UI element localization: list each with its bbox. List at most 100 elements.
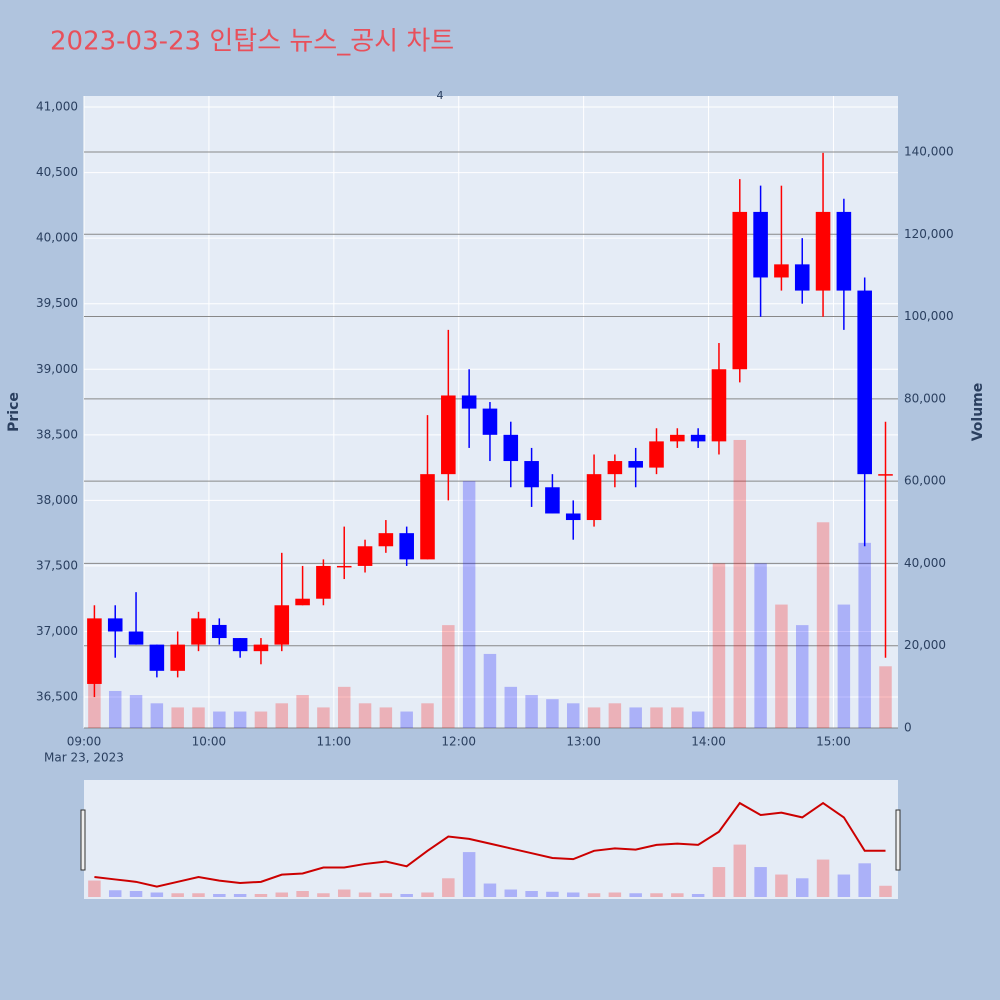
volume-bar xyxy=(483,653,497,728)
candle-body xyxy=(191,618,206,645)
candle-body xyxy=(774,264,789,278)
volume-bar xyxy=(129,695,143,728)
candle-body xyxy=(274,605,290,645)
candle-body xyxy=(586,474,602,521)
candle-body xyxy=(399,533,414,560)
volume-bar xyxy=(421,703,434,728)
volume-bar xyxy=(775,604,788,728)
y-tick-label: 37,500 xyxy=(36,558,78,572)
y2-tick-label: 100,000 xyxy=(904,309,954,323)
x-date-label: Mar 23, 2023 xyxy=(44,751,124,765)
slider-volume-bar xyxy=(816,859,830,897)
y-tick-label: 37,000 xyxy=(36,624,78,638)
volume-bar xyxy=(837,604,851,728)
volume-bar xyxy=(296,695,309,728)
y2-tick-label: 120,000 xyxy=(904,227,954,241)
slider-volume-bar xyxy=(879,885,892,897)
candle-body xyxy=(649,441,664,468)
volume-bar xyxy=(858,542,871,728)
volume-bar xyxy=(213,711,226,728)
volume-bar xyxy=(379,707,393,728)
x-tick-label: 15:00 xyxy=(816,735,851,749)
candle-body xyxy=(232,638,248,652)
candle-body xyxy=(420,474,435,560)
candle-body xyxy=(565,513,581,521)
volume-bar xyxy=(733,439,747,728)
x-tick-label: 10:00 xyxy=(192,735,227,749)
slider-volume-bar xyxy=(233,894,247,897)
candle-body xyxy=(857,290,872,475)
candle-body xyxy=(836,211,852,291)
y-tick-label: 38,500 xyxy=(36,427,78,441)
range-slider[interactable] xyxy=(84,780,898,899)
y-tick-label: 40,500 xyxy=(36,165,78,179)
slider-volume-bar xyxy=(296,891,309,897)
volume-bar xyxy=(629,707,642,728)
volume-bar xyxy=(337,686,351,728)
y-tick-label: 39,000 xyxy=(36,362,78,376)
candle-body xyxy=(732,211,748,370)
candle-body xyxy=(628,461,643,468)
slider-handle[interactable] xyxy=(895,809,901,871)
candle-body xyxy=(524,461,539,488)
slider-volume-bar xyxy=(733,844,747,897)
y2-tick-label: 60,000 xyxy=(904,474,946,488)
volume-bar xyxy=(795,625,809,728)
volume-bar xyxy=(400,711,413,728)
candle-body xyxy=(753,211,768,278)
candle-body xyxy=(316,565,331,599)
volume-bar xyxy=(150,703,164,728)
candle-body xyxy=(690,434,706,442)
volume-bar xyxy=(754,563,767,728)
slider-volume-bar xyxy=(171,893,184,897)
slider-volume-bar xyxy=(504,889,518,897)
y2-tick-label: 140,000 xyxy=(904,144,954,158)
x-tick-label: 13:00 xyxy=(566,735,601,749)
candle-body xyxy=(212,624,227,639)
x-tick-label: 11:00 xyxy=(317,735,352,749)
candle-body xyxy=(441,395,456,475)
candle-body xyxy=(87,618,102,684)
slider-volume-bar xyxy=(317,893,330,897)
volume-bar xyxy=(233,711,247,728)
volume-bar xyxy=(171,707,184,728)
volume-bar xyxy=(254,711,268,728)
slider-volume-bar xyxy=(442,878,455,897)
x-tick-label: 12:00 xyxy=(441,735,476,749)
y-tick-label: 38,000 xyxy=(36,493,78,507)
slider-volume-bar xyxy=(650,893,663,897)
volume-bar xyxy=(608,703,622,728)
candle-body xyxy=(170,644,185,671)
y-tick-label: 39,500 xyxy=(36,296,78,310)
y2-tick-label: 80,000 xyxy=(904,391,946,405)
slider-handle[interactable] xyxy=(80,809,86,871)
y2-tick-label: 40,000 xyxy=(904,556,946,570)
slider-volume-bar xyxy=(691,894,705,897)
candle-body xyxy=(670,434,685,442)
slider-volume-bar xyxy=(462,852,476,897)
slider-volume-bar xyxy=(108,890,122,897)
volume-bar xyxy=(108,690,122,728)
volume-bar xyxy=(504,686,518,728)
slider-volume-bar xyxy=(546,891,559,897)
slider-volume-bar xyxy=(275,892,289,897)
candle-body xyxy=(545,487,560,514)
candle-body xyxy=(128,631,144,645)
candle-body xyxy=(149,644,165,671)
y-tick-label: 41,000 xyxy=(36,100,78,114)
slider-volume-bar xyxy=(213,894,226,897)
volume-bar xyxy=(587,707,601,728)
slider-volume-bar xyxy=(129,891,143,897)
slider-volume-bar xyxy=(358,892,372,897)
volume-bar xyxy=(442,625,455,728)
slider-volume-bar xyxy=(587,893,601,897)
volume-bar xyxy=(358,703,372,728)
candle-body xyxy=(794,264,810,291)
candle-body xyxy=(461,395,477,409)
slider-volume-bar xyxy=(525,891,538,897)
candle-body xyxy=(878,474,893,476)
y-tick-label: 36,500 xyxy=(36,690,78,704)
slider-volume-bar xyxy=(192,893,205,897)
x-tick-label: 14:00 xyxy=(691,735,726,749)
